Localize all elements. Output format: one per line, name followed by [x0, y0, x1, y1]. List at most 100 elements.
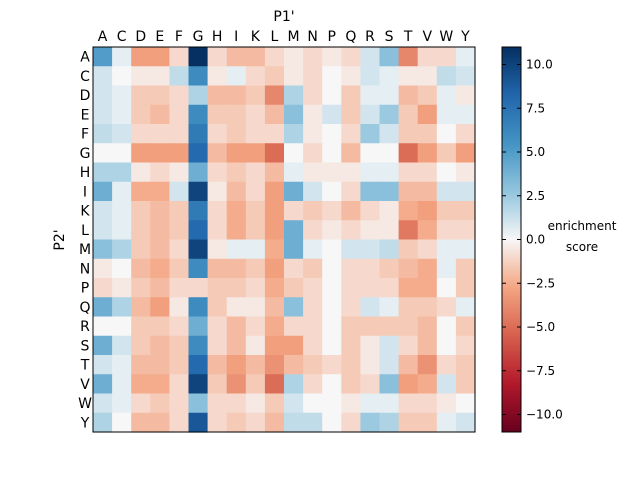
- y-tick-label: P: [81, 281, 89, 297]
- heatmap-cell-N-M: [284, 258, 304, 279]
- heatmap-cell-V-D: [131, 374, 151, 395]
- y-tick-label: Y: [80, 415, 90, 431]
- heatmap-cell-D-F: [169, 85, 190, 106]
- heatmap-cell-K-V: [417, 201, 438, 221]
- heatmap-cell-L-V: [417, 220, 438, 241]
- heatmap-cell-G-G: [188, 143, 209, 164]
- heatmap-cell-Q-I: [226, 297, 247, 318]
- heatmap-cell-V-Q: [341, 374, 361, 395]
- heatmap-cell-M-E: [150, 239, 170, 260]
- heatmap-cell-D-A: [93, 85, 113, 106]
- heatmap-cell-N-N: [303, 258, 323, 279]
- heatmap-cell-H-C: [112, 162, 132, 183]
- heatmap-cell-R-L: [264, 316, 285, 337]
- colorbar-tick-label: −5.0: [526, 320, 555, 334]
- heatmap-cell-R-R: [360, 316, 381, 337]
- heatmap-cell-W-R: [360, 393, 381, 414]
- heatmap-cell-R-A: [93, 316, 113, 337]
- heatmap-cell-M-G: [188, 239, 209, 260]
- heatmap-cell-C-Y: [455, 66, 476, 87]
- heatmap-cell-F-M: [284, 124, 304, 144]
- heatmap-cell-N-L: [264, 258, 285, 279]
- heatmap-cell-H-M: [284, 162, 304, 183]
- heatmap-cell-M-Y: [455, 239, 476, 260]
- heatmap-cell-F-Y: [455, 124, 476, 144]
- heatmap-cell-I-E: [150, 181, 170, 202]
- heatmap-cell-A-C: [112, 47, 132, 67]
- heatmap-cell-Q-D: [131, 297, 151, 318]
- heatmap-cell-I-Y: [455, 181, 476, 202]
- heatmap-cell-G-A: [93, 143, 113, 164]
- heatmap-cell-I-W: [436, 181, 457, 202]
- heatmap-cell-D-P: [322, 85, 342, 106]
- heatmap-cell-V-E: [150, 374, 170, 395]
- heatmap-cell-T-E: [150, 355, 170, 375]
- heatmap-cell-R-F: [169, 316, 190, 337]
- heatmap-cell-V-K: [245, 374, 266, 395]
- heatmap-cell-G-M: [284, 143, 304, 164]
- heatmap-cell-V-I: [226, 374, 247, 395]
- heatmap-cell-Q-W: [436, 297, 457, 318]
- heatmap-cell-C-M: [284, 66, 304, 87]
- heatmap-cell-S-Q: [341, 335, 361, 356]
- heatmap-cell-Q-S: [379, 297, 400, 318]
- x-tick-label: V: [422, 29, 432, 45]
- heatmap-cell-P-D: [131, 278, 151, 298]
- y-tick-label: G: [80, 146, 91, 162]
- heatmap-cell-H-Q: [341, 162, 361, 183]
- x-tick-label: W: [439, 29, 453, 45]
- heatmap-cell-N-F: [169, 258, 190, 279]
- x-tick-label: E: [155, 29, 164, 45]
- heatmap-cell-C-R: [360, 66, 381, 87]
- heatmap-cell-I-P: [322, 181, 342, 202]
- y-tick-label: W: [78, 396, 92, 412]
- y-tick-label: H: [80, 165, 91, 181]
- heatmap-cell-H-W: [436, 162, 457, 183]
- heatmap-cell-M-Q: [341, 239, 361, 260]
- heatmap-cell-Y-V: [417, 412, 438, 433]
- heatmap-cell-E-K: [245, 104, 266, 125]
- heatmap-cell-L-A: [93, 220, 113, 241]
- heatmap-cell-S-C: [112, 335, 132, 356]
- x-tick-label: M: [288, 29, 300, 45]
- heatmap-cell-P-Q: [341, 278, 361, 298]
- heatmap-cell-H-A: [93, 162, 113, 183]
- heatmap-cell-M-P: [322, 239, 342, 260]
- heatmap-cell-V-V: [417, 374, 438, 395]
- heatmap-cell-L-W: [436, 220, 457, 241]
- heatmap-cell-V-M: [284, 374, 304, 395]
- heatmap-cell-A-Q: [341, 47, 361, 67]
- heatmap-cell-S-L: [264, 335, 285, 356]
- heatmap-cell-A-E: [150, 47, 170, 67]
- heatmap-cell-F-A: [93, 124, 113, 144]
- heatmap-cell-Q-N: [303, 297, 323, 318]
- heatmap-cell-K-A: [93, 201, 113, 221]
- heatmap-cell-K-Q: [341, 201, 361, 221]
- heatmap-cell-C-H: [207, 66, 228, 87]
- x-tick-label: D: [135, 29, 146, 45]
- y-tick-label: K: [80, 204, 90, 220]
- heatmap-cell-D-I: [226, 85, 247, 106]
- heatmap-cell-R-P: [322, 316, 342, 337]
- heatmap-cell-I-A: [93, 181, 113, 202]
- heatmap-cell-N-H: [207, 258, 228, 279]
- heatmap-cell-P-A: [93, 278, 113, 298]
- y-tick-label: Q: [79, 300, 90, 316]
- heatmap-cell-I-D: [131, 181, 151, 202]
- colorbar-tick-label: 0.0: [526, 233, 545, 247]
- heatmap-cell-C-D: [131, 66, 151, 87]
- heatmap-cell-S-Y: [455, 335, 476, 356]
- heatmap-cell-I-V: [417, 181, 438, 202]
- heatmap-cell-A-V: [417, 47, 438, 67]
- heatmap-cell-W-T: [398, 393, 419, 414]
- heatmap-cell-R-E: [150, 316, 170, 337]
- heatmap-cell-F-C: [112, 124, 132, 144]
- heatmap-cell-V-P: [322, 374, 342, 395]
- heatmap-cell-W-H: [207, 393, 228, 414]
- heatmap-cell-E-W: [436, 104, 457, 125]
- heatmap-cell-M-V: [417, 239, 438, 260]
- heatmap-cell-L-H: [207, 220, 228, 241]
- x-tick-label: S: [385, 29, 394, 45]
- heatmap-cell-D-E: [150, 85, 170, 106]
- heatmap-cell-N-V: [417, 258, 438, 279]
